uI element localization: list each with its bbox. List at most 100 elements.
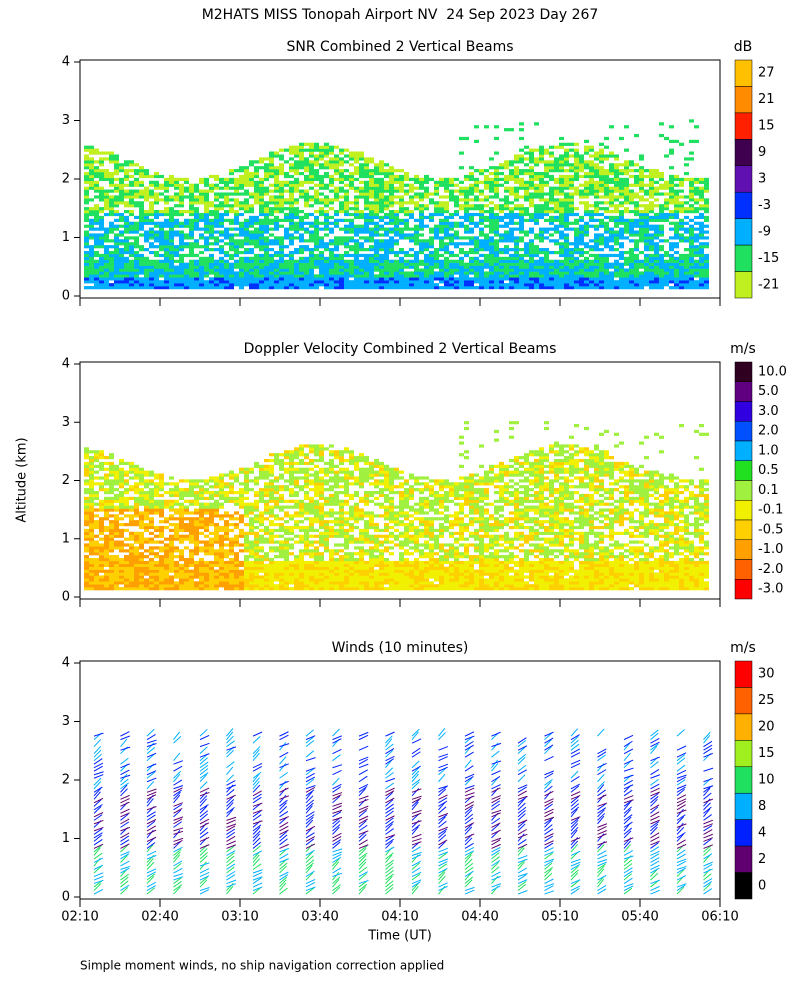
field-cell	[319, 151, 324, 155]
field-cell	[384, 259, 389, 263]
field-cell	[84, 259, 89, 263]
field-cell	[579, 265, 584, 269]
field-cell	[109, 490, 114, 495]
field-cell	[524, 277, 529, 281]
field-cell	[459, 151, 464, 155]
field-cell	[144, 517, 149, 521]
field-cell	[89, 490, 94, 495]
field-cell	[514, 236, 519, 240]
field-cell	[704, 186, 709, 190]
field-cell	[544, 262, 549, 266]
field-cell	[549, 271, 554, 275]
field-cell	[509, 280, 514, 284]
field-cell	[234, 186, 239, 190]
field-cell	[104, 575, 109, 579]
field-cell	[164, 189, 169, 193]
field-cell	[404, 210, 409, 214]
field-cell	[489, 195, 494, 199]
field-cell	[234, 280, 239, 284]
field-cell	[279, 210, 284, 214]
field-cell	[94, 236, 99, 240]
field-cell	[699, 268, 704, 272]
field-cell	[604, 157, 609, 161]
field-cell	[529, 169, 534, 173]
field-cell	[584, 192, 589, 196]
field-cell	[309, 163, 314, 167]
field-cell	[164, 250, 169, 255]
field-cell	[669, 212, 674, 217]
field-cell	[689, 239, 694, 243]
field-cell	[509, 253, 514, 258]
field-cell	[169, 280, 174, 284]
field-cell	[659, 224, 664, 228]
field-cell	[629, 218, 634, 222]
field-cell	[229, 192, 234, 196]
field-cell	[614, 163, 619, 167]
field-cell	[474, 286, 479, 290]
field-cell	[409, 210, 414, 214]
field-cell	[509, 265, 514, 269]
field-cell	[274, 195, 279, 199]
field-cell	[519, 210, 524, 214]
field-cell	[169, 233, 174, 237]
field-cell	[164, 198, 169, 202]
field-cell	[189, 259, 194, 263]
field-cell	[114, 256, 119, 261]
field-cell	[164, 280, 169, 284]
field-cell	[134, 221, 139, 225]
field-cell	[489, 250, 494, 255]
field-cell	[644, 198, 649, 202]
field-cell	[394, 186, 399, 190]
field-cell	[144, 280, 149, 284]
field-cell	[514, 180, 519, 184]
field-cell	[344, 198, 349, 202]
field-cell	[99, 485, 104, 489]
field-cell	[224, 271, 229, 275]
field-cell	[424, 256, 429, 261]
field-cell	[104, 584, 109, 588]
field-cell	[219, 262, 224, 266]
field-cell	[154, 274, 159, 278]
field-cell	[464, 210, 469, 214]
field-cell	[204, 192, 209, 196]
field-cell	[164, 283, 169, 287]
field-cell	[169, 578, 174, 582]
field-cell	[414, 242, 419, 246]
field-cell	[304, 195, 309, 199]
field-cell	[344, 192, 349, 196]
field-cell	[654, 224, 659, 228]
field-cell	[224, 201, 229, 205]
field-cell	[544, 201, 549, 205]
field-cell	[129, 560, 134, 565]
field-cell	[339, 280, 344, 284]
field-cell	[89, 537, 94, 541]
field-cell	[99, 253, 104, 258]
field-cell	[94, 204, 99, 208]
field-cell	[114, 505, 119, 509]
field-cell	[639, 204, 644, 208]
field-cell	[109, 212, 114, 217]
field-cell	[319, 277, 324, 281]
field-cell	[144, 171, 149, 176]
field-cell	[594, 174, 599, 179]
field-cell	[169, 256, 174, 261]
field-cell	[89, 511, 94, 515]
field-cell	[234, 227, 239, 231]
field-cell	[129, 546, 134, 550]
field-cell	[659, 212, 664, 217]
field-cell	[234, 248, 239, 252]
field-cell	[394, 224, 399, 228]
field-cell	[449, 189, 454, 193]
field-cell	[654, 189, 659, 193]
field-cell	[449, 212, 454, 217]
field-cell	[219, 239, 224, 243]
field-cell	[244, 221, 249, 225]
field-cell	[569, 277, 574, 281]
field-cell	[519, 265, 524, 269]
field-cell	[219, 186, 224, 190]
field-cell	[349, 248, 354, 252]
field-cell	[579, 183, 584, 187]
field-cell	[139, 499, 144, 503]
field-cell	[449, 242, 454, 246]
field-cell	[619, 253, 624, 258]
